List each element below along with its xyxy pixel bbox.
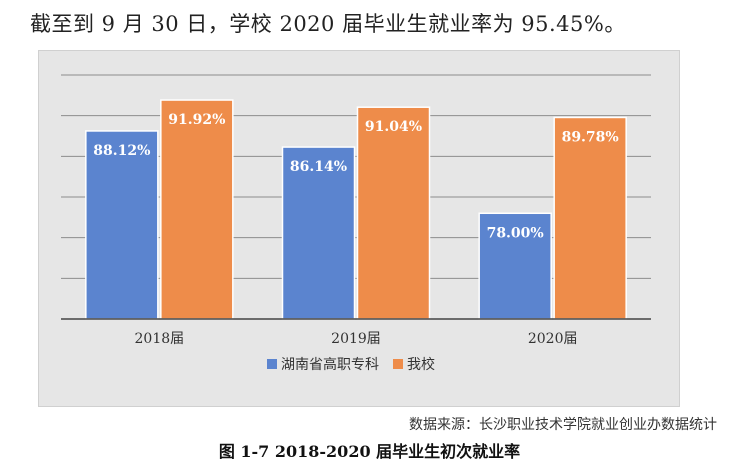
- bar: [478, 212, 552, 320]
- legend-label: 我校: [407, 356, 435, 373]
- legend-swatch: [393, 359, 403, 369]
- data-label: 91.04%: [365, 119, 422, 135]
- bar: [553, 116, 627, 320]
- legend-swatch: [267, 359, 277, 369]
- chart-svg: 88.12% 91.92% 2018届 86.14% 91.04% 2019届 78.00%…: [61, 74, 651, 373]
- x-tick-label: 2019届: [331, 331, 381, 347]
- source-text: 数据来源：长沙职业技术学院就业创业办数据统计: [409, 417, 717, 433]
- bar-chart: 88.12% 91.92% 2018届 86.14% 91.04% 2019届 78.00%…: [38, 50, 680, 407]
- data-label: 86.14%: [290, 159, 347, 175]
- data-label: 78.00%: [487, 225, 544, 241]
- x-tick-label: 2020届: [528, 331, 578, 347]
- bar: [160, 99, 234, 320]
- bar: [85, 130, 159, 320]
- data-label: 88.12%: [93, 143, 150, 159]
- legend-label: 湖南省高职专科: [281, 356, 379, 373]
- data-label: 91.92%: [168, 112, 225, 128]
- bar: [356, 106, 431, 320]
- x-tick-label: 2018届: [135, 331, 185, 347]
- data-label: 89.78%: [562, 129, 619, 145]
- figure-caption: 图 1-7 2018-2020 届毕业生初次就业率: [218, 442, 521, 461]
- intro-text: 截至到 9 月 30 日，学校 2020 届毕业生就业率为 95.45%。: [30, 12, 626, 36]
